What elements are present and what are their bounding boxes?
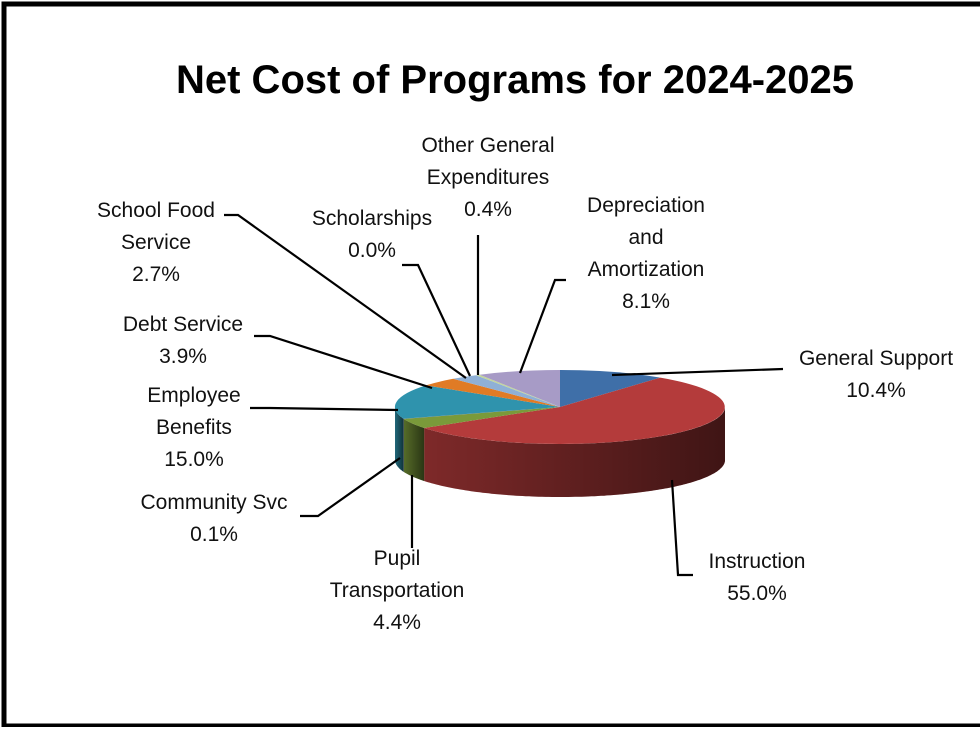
slice-label-line: Scholarships: [312, 207, 432, 230]
slice-label-line: Debt Service: [123, 313, 243, 336]
chart-title: Net Cost of Programs for 2024-2025: [176, 58, 854, 102]
slice-label-line: Depreciation: [587, 194, 705, 217]
slice-label-line: Other General: [421, 134, 554, 157]
slice-label-line: Service: [121, 231, 191, 254]
slice-label-line: Amortization: [588, 258, 705, 281]
slice-label-line: 0.0%: [348, 239, 396, 262]
slice-label-line: Instruction: [709, 550, 806, 573]
pie-side-shade-2: [404, 419, 424, 481]
slice-label-line: Community Svc: [140, 491, 287, 514]
pie-tops: [395, 370, 725, 444]
slice-label-line: 15.0%: [164, 448, 224, 471]
slice-label-line: 0.1%: [190, 523, 238, 546]
slice-label-line: 4.4%: [373, 611, 421, 634]
slice-label-line: 3.9%: [159, 345, 207, 368]
slice-label-line: 10.4%: [846, 379, 906, 402]
slice-label-line: Expenditures: [427, 166, 550, 189]
slice-label-line: 55.0%: [727, 582, 787, 605]
slice-label-line: Transportation: [330, 579, 465, 602]
slice-label-line: School Food: [97, 199, 215, 222]
slice-label-line: and: [628, 226, 663, 249]
slice-label-line: General Support: [799, 347, 953, 370]
slice-label-line: 8.1%: [622, 290, 670, 313]
slice-label-line: 0.4%: [464, 198, 512, 221]
slice-label-line: Pupil: [374, 547, 421, 570]
slice-label-line: Employee: [147, 384, 240, 407]
slice-label-line: 2.7%: [132, 263, 180, 286]
slice-label-line: Benefits: [156, 416, 232, 439]
